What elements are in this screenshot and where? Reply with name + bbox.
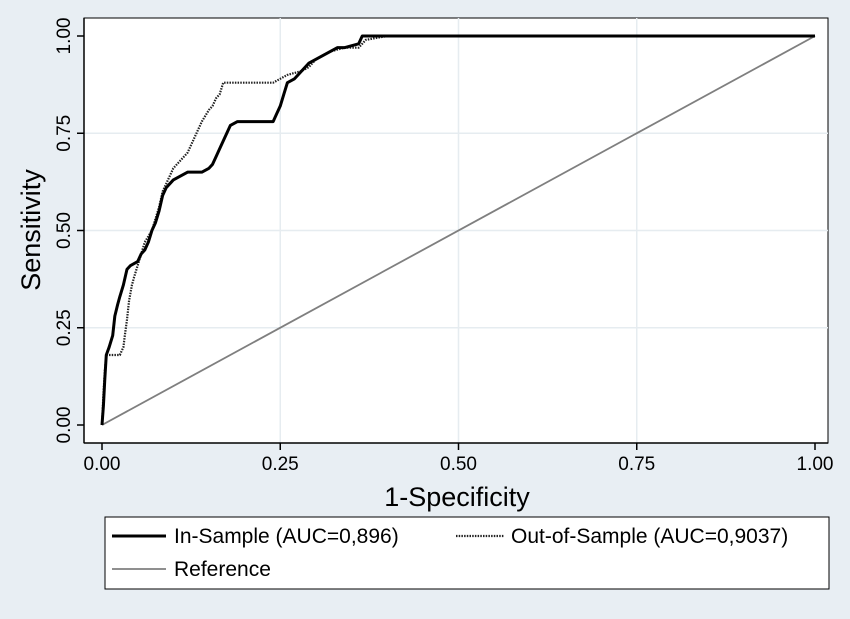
legend-label-out-of-sample: Out-of-Sample (AUC=0,9037) [511, 525, 788, 548]
y-tick-label: 0.75 [54, 115, 75, 152]
x-tick-label: 0.75 [618, 454, 655, 475]
axis-ticks: 0.00 0.25 0.50 0.75 1.00 0.00 0.25 0.50 0.75 1.00 [54, 18, 833, 475]
legend-label-reference: Reference [174, 558, 271, 581]
y-axis-title: Sensitivity [16, 169, 46, 291]
reference-line [101, 35, 816, 426]
gridlines [84, 18, 828, 443]
legend-label-in-sample: In-Sample (AUC=0,896) [174, 525, 399, 548]
series-lines [100, 34, 816, 426]
y-tick-label: 0.50 [54, 212, 75, 249]
x-tick-label: 0.50 [440, 454, 477, 475]
x-tick-label: 0.25 [262, 454, 299, 475]
legend-box [104, 516, 830, 590]
x-tick-label: 1.00 [797, 454, 834, 475]
out-of-sample-curve [100, 34, 815, 426]
x-axis-title: 1-Specificity [384, 482, 530, 512]
y-tick-label: 0.00 [54, 407, 75, 444]
y-tick-label: 0.25 [54, 309, 75, 346]
in-sample-curve [100, 34, 815, 426]
y-tick-label: 1.00 [54, 18, 75, 55]
legend: In-Sample (AUC=0,896) Out-of-Sample (AUC… [104, 516, 830, 590]
x-tick-label: 0.00 [84, 454, 121, 475]
